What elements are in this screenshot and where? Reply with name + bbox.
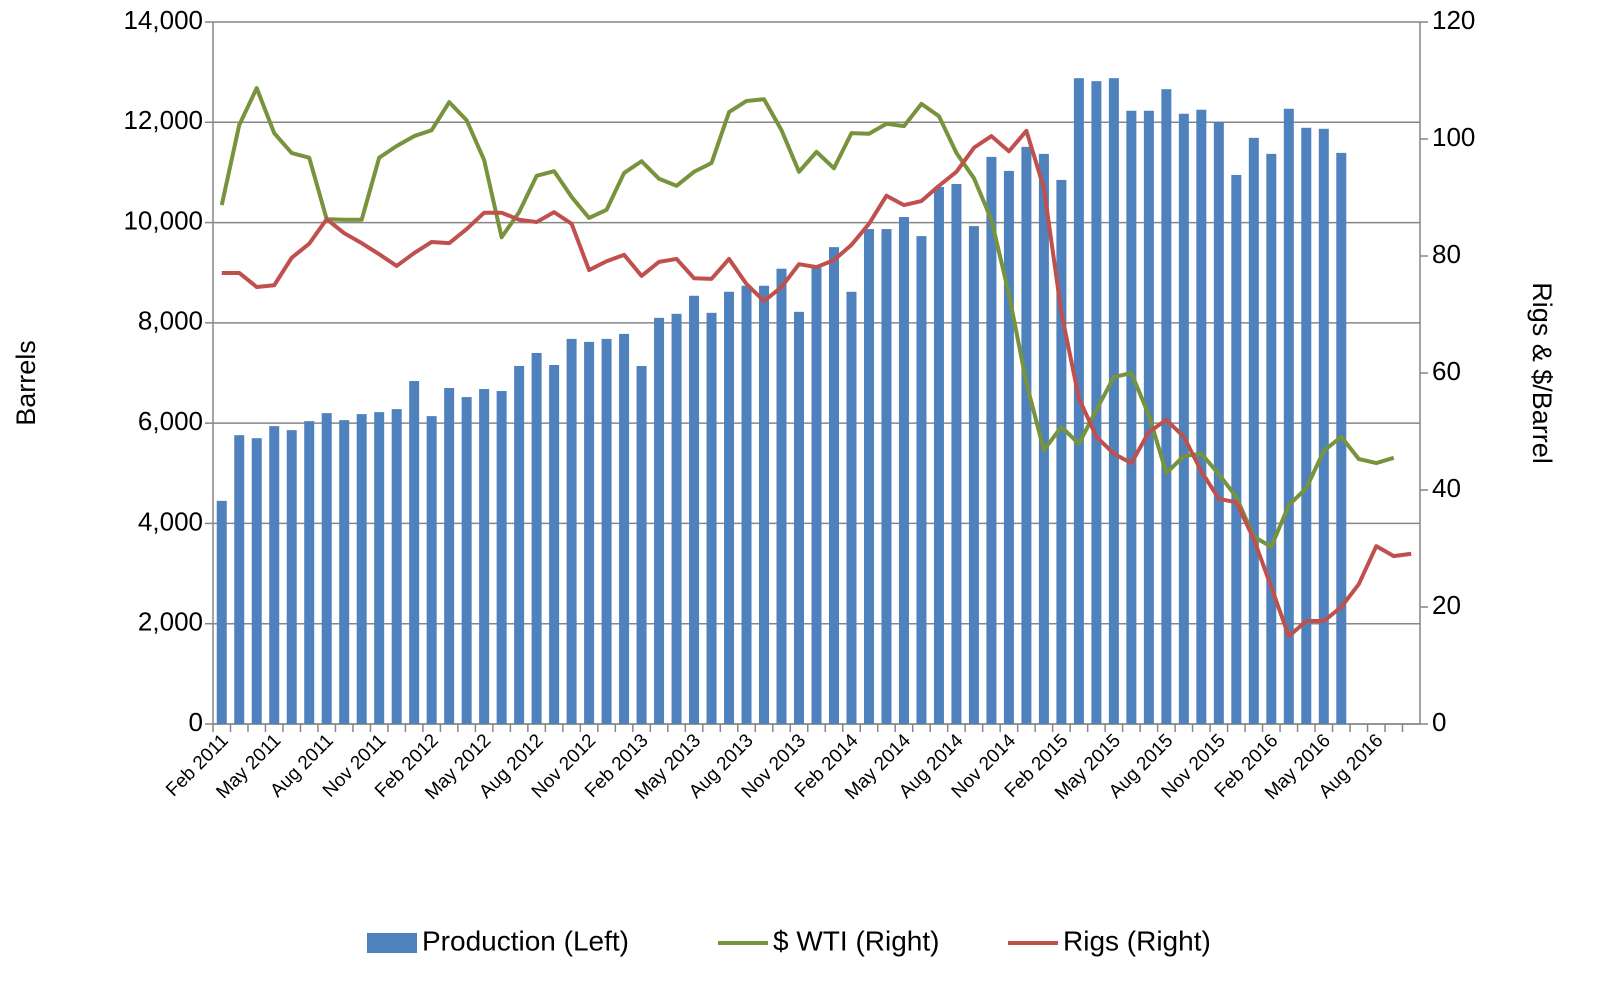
line — [221, 128, 1412, 639]
y-tick-label: 10,000 — [123, 205, 203, 235]
bar — [794, 311, 805, 724]
bar — [321, 413, 332, 724]
bar — [828, 247, 839, 725]
bar — [1248, 137, 1259, 724]
y2-tick-label: 60 — [1432, 356, 1461, 386]
bar — [654, 317, 665, 724]
bar — [671, 313, 682, 724]
bar — [741, 285, 752, 724]
bar — [1108, 78, 1119, 724]
bar — [724, 291, 735, 724]
bar — [216, 500, 227, 724]
bar — [881, 229, 892, 724]
y-tick-label: 4,000 — [138, 506, 203, 536]
y2-tick-label: 80 — [1432, 239, 1461, 269]
bar — [584, 341, 595, 724]
bar — [619, 333, 630, 724]
bar — [304, 421, 315, 724]
bar — [916, 236, 927, 725]
bar — [986, 156, 997, 725]
bar — [356, 414, 367, 724]
bar — [234, 435, 245, 724]
y-tick-label: 14,000 — [123, 5, 203, 35]
y-tick-label: 2,000 — [138, 607, 203, 637]
bar — [1003, 170, 1014, 724]
bar — [898, 217, 909, 724]
y2-tick-label: 40 — [1432, 473, 1461, 503]
bar — [1196, 109, 1207, 724]
bar — [846, 291, 857, 724]
bar — [776, 268, 787, 724]
bar — [409, 381, 420, 724]
bar — [1091, 81, 1102, 724]
y-axis-label: Barrels — [11, 340, 41, 426]
bar — [461, 397, 472, 724]
bar — [1056, 179, 1067, 724]
bar — [1266, 153, 1277, 724]
bar — [1231, 174, 1242, 724]
bar — [1178, 113, 1189, 725]
bar — [426, 416, 437, 724]
y-tick-label: 8,000 — [138, 306, 203, 336]
bar — [1126, 110, 1137, 724]
legend-label: Rigs (Right) — [1063, 925, 1211, 956]
y2-tick-label: 100 — [1432, 122, 1475, 152]
bar — [1283, 108, 1294, 725]
bar — [269, 426, 280, 724]
bar — [951, 183, 962, 724]
y2-tick-label: 120 — [1432, 5, 1475, 35]
bar — [531, 352, 542, 724]
bar — [933, 186, 944, 725]
legend-label: $ WTI (Right) — [773, 925, 939, 956]
bar — [286, 430, 297, 724]
bar — [1301, 127, 1312, 724]
bar — [759, 285, 770, 724]
legend-swatch — [367, 933, 417, 953]
bar — [811, 267, 822, 724]
line — [219, 86, 1395, 549]
y-tick-label: 12,000 — [123, 105, 203, 135]
y2-axis-label: Rigs & $/Barrel — [1527, 282, 1557, 464]
bar — [1038, 153, 1049, 724]
bar — [863, 229, 874, 724]
y-tick-label: 6,000 — [138, 406, 203, 436]
legend-label: Production (Left) — [422, 925, 629, 956]
bar — [1161, 89, 1172, 725]
bar — [706, 312, 717, 724]
bar — [636, 365, 647, 724]
bar — [496, 391, 507, 724]
bar — [444, 388, 455, 724]
y-tick-label: 0 — [189, 707, 203, 737]
bar — [1021, 146, 1032, 724]
bar — [549, 364, 560, 724]
y2-tick-label: 0 — [1432, 707, 1446, 737]
bar — [601, 338, 612, 724]
y2-tick-label: 20 — [1432, 590, 1461, 620]
bar — [689, 295, 700, 724]
bar — [391, 409, 402, 724]
bar — [251, 438, 262, 724]
bar — [479, 389, 490, 724]
bar — [968, 226, 979, 724]
bar — [1213, 121, 1224, 724]
bar — [1318, 128, 1329, 724]
bar — [339, 420, 350, 724]
bar — [374, 412, 385, 724]
bar — [514, 365, 525, 724]
bar — [566, 338, 577, 724]
